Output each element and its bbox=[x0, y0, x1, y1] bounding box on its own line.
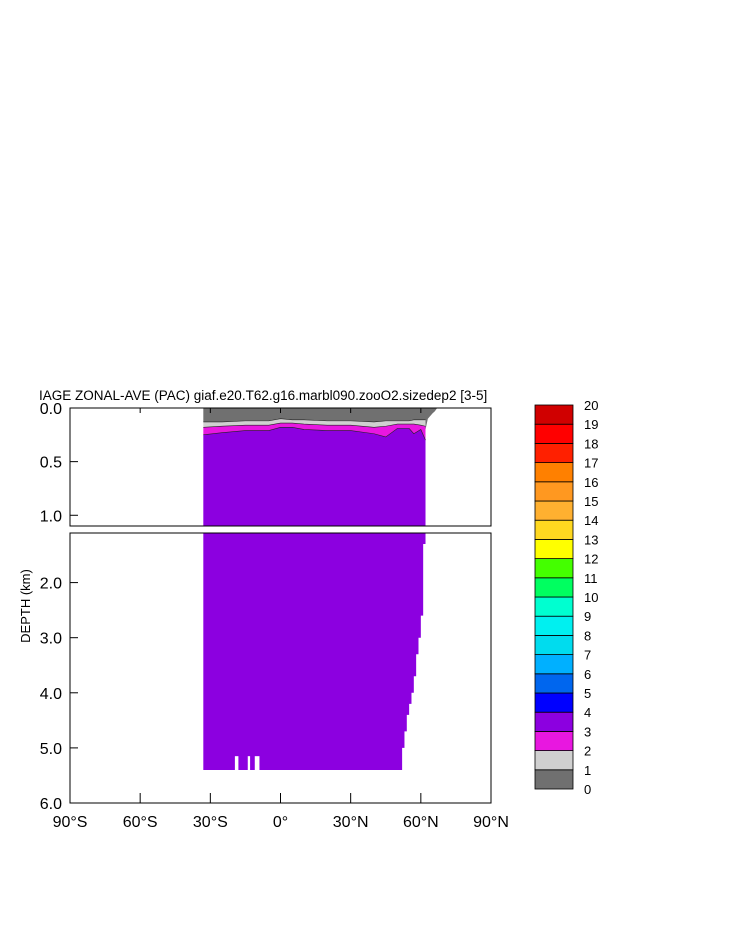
colorbar-swatch bbox=[534, 462, 574, 483]
colorbar-swatch bbox=[534, 423, 574, 444]
colorbar-label: 19 bbox=[584, 417, 598, 432]
colorbar-swatch bbox=[534, 519, 574, 540]
x-tick-label: 30°S bbox=[193, 814, 228, 831]
colorbar-swatch bbox=[534, 539, 574, 560]
y-axis-lower: 2.0 3.0 4.0 5.0 6.0 bbox=[40, 576, 78, 813]
colorbar-label: 13 bbox=[584, 532, 598, 547]
colorbar-swatch bbox=[534, 654, 574, 675]
colorbar-label: 9 bbox=[584, 609, 591, 624]
colorbar-label: 7 bbox=[584, 648, 591, 663]
colorbar-swatch bbox=[534, 615, 574, 636]
colorbar-label: 4 bbox=[584, 705, 591, 720]
x-tick-label: 0° bbox=[273, 814, 288, 831]
y-tick-label: 1.0 bbox=[40, 508, 62, 525]
colorbar-label: 5 bbox=[584, 686, 591, 701]
colorbar-label: 17 bbox=[584, 456, 598, 471]
y-axis-upper: 0.0 0.5 1.0 bbox=[40, 401, 78, 525]
colorbar-swatch bbox=[534, 500, 574, 521]
y-tick-label: 0.5 bbox=[40, 455, 62, 472]
colorbar-swatch bbox=[534, 673, 574, 694]
age-3-band-upper bbox=[203, 427, 426, 526]
colorbar-label: 0 bbox=[584, 782, 591, 797]
y-tick-label: 2.0 bbox=[40, 576, 62, 593]
colorbar-swatch bbox=[534, 750, 574, 771]
lower-panel bbox=[69, 532, 492, 804]
upper-panel bbox=[69, 407, 492, 527]
colorbar-label: 15 bbox=[584, 494, 598, 509]
age-3-band-lower bbox=[203, 533, 426, 770]
contour-line bbox=[203, 427, 426, 441]
bathymetry-gap bbox=[254, 756, 260, 771]
colorbar-label: 6 bbox=[584, 667, 591, 682]
colorbar-label: 1 bbox=[584, 763, 591, 778]
x-tick-label: 60°S bbox=[123, 814, 158, 831]
bathymetry-gap bbox=[234, 756, 239, 771]
colorbar-label: 12 bbox=[584, 552, 598, 567]
x-tick-label: 90°N bbox=[473, 814, 509, 831]
colorbar-swatch bbox=[534, 577, 574, 598]
colorbar-label: 20 bbox=[584, 398, 598, 413]
x-tick-label: 60°N bbox=[403, 814, 439, 831]
colorbar-label: 18 bbox=[584, 436, 598, 451]
bathymetry-gap bbox=[247, 756, 251, 771]
y-tick-label: 3.0 bbox=[40, 631, 62, 648]
colorbar-label: 16 bbox=[584, 475, 598, 490]
age-0-band bbox=[203, 408, 438, 430]
colorbar-swatch bbox=[534, 442, 574, 463]
colorbar-swatch bbox=[534, 596, 574, 617]
age-2-band bbox=[203, 423, 426, 441]
contour-line bbox=[203, 418, 426, 423]
colorbar-label: 11 bbox=[584, 571, 598, 586]
contour-line bbox=[203, 422, 426, 428]
colorbar-swatch bbox=[534, 731, 574, 752]
colorbar-swatch bbox=[534, 481, 574, 502]
colorbar-swatch bbox=[534, 558, 574, 579]
colorbar-label: 2 bbox=[584, 744, 591, 759]
colorbar-swatch bbox=[534, 404, 574, 425]
colorbar-swatch bbox=[534, 769, 574, 790]
colorbar-swatch bbox=[534, 635, 574, 656]
colorbar-label: 8 bbox=[584, 628, 591, 643]
x-tick-label: 90°S bbox=[53, 814, 88, 831]
colorbar-label: 3 bbox=[584, 724, 591, 739]
colorbar-label: 14 bbox=[584, 513, 598, 528]
x-axis: 90°S 60°S 30°S 0° 30°N 60°N 90°N bbox=[53, 408, 509, 831]
chart-title: IAGE ZONAL-AVE (PAC) giaf.e20.T62.g16.ma… bbox=[39, 388, 487, 403]
colorbar-swatch bbox=[534, 711, 574, 732]
y-tick-label: 6.0 bbox=[40, 796, 62, 813]
y-tick-label: 5.0 bbox=[40, 741, 62, 758]
y-tick-label: 4.0 bbox=[40, 686, 62, 703]
x-tick-label: 30°N bbox=[333, 814, 369, 831]
colorbar-label: 10 bbox=[584, 590, 598, 605]
y-axis-title: DEPTH (km) bbox=[18, 569, 33, 643]
y-tick-label: 0.0 bbox=[40, 401, 62, 418]
colorbar-swatch bbox=[534, 692, 574, 713]
